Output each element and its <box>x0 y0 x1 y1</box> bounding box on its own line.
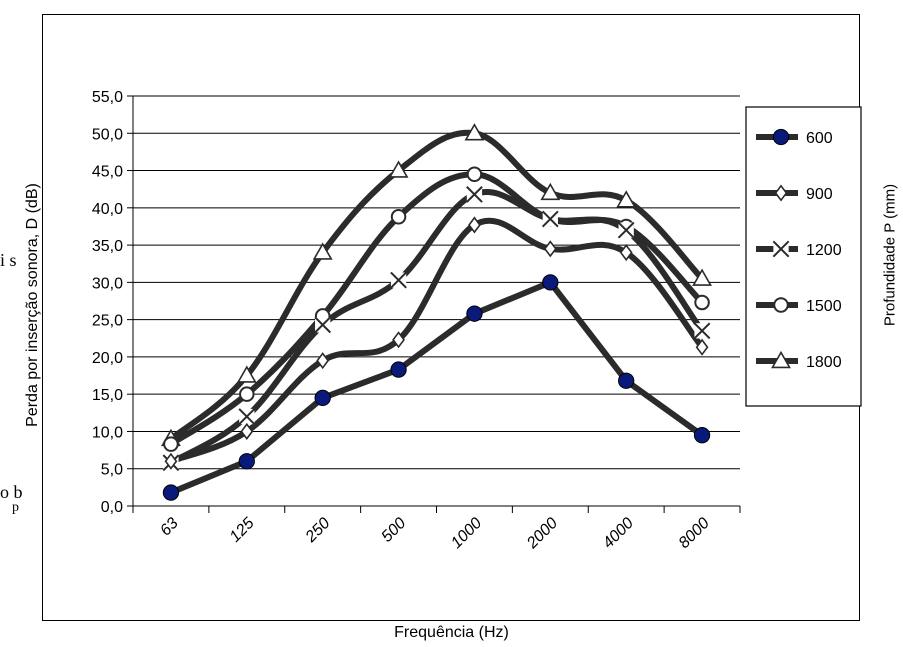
data-point <box>542 274 559 291</box>
data-point <box>540 182 561 201</box>
data-point <box>164 452 178 470</box>
legend-box <box>745 106 862 407</box>
data-point <box>692 268 712 286</box>
legend-label: 1800 <box>806 354 842 371</box>
y-tick-label: 5,0 <box>101 462 123 479</box>
y-tick-label: 0,0 <box>101 499 123 516</box>
data-point <box>390 361 407 378</box>
data-point <box>772 240 790 258</box>
y-tick-label: 45,0 <box>92 164 123 181</box>
data-point <box>466 305 483 322</box>
page-text-fragment: i s <box>0 250 17 270</box>
y-tick-label: 10,0 <box>92 424 123 441</box>
series-line-600 <box>167 279 706 496</box>
data-point <box>616 190 637 208</box>
x-tick-label: 125 <box>227 515 258 546</box>
data-point <box>541 210 559 228</box>
data-point <box>314 316 332 334</box>
legend-label: 900 <box>806 186 833 203</box>
x-tick-label: 1000 <box>448 515 485 552</box>
data-point <box>162 484 180 501</box>
x-tick-label: 4000 <box>600 515 637 552</box>
page-text-fragment: p <box>12 500 19 515</box>
data-point <box>238 408 256 425</box>
y-tick-label: 35,0 <box>92 238 123 255</box>
data-point <box>390 209 407 225</box>
series-line-1500 <box>167 171 706 448</box>
data-point <box>543 240 557 258</box>
data-point <box>772 128 790 146</box>
x-axis-label: Frequência (Hz) <box>394 624 509 641</box>
data-point <box>314 389 331 407</box>
data-point <box>468 216 481 234</box>
x-tick-label: 8000 <box>676 515 713 552</box>
data-point <box>617 221 635 239</box>
y-tick-label: 15,0 <box>92 387 123 404</box>
data-point <box>238 453 255 470</box>
y-tick-label: 55,0 <box>92 89 123 106</box>
x-tick-label: 250 <box>302 515 334 547</box>
data-point <box>239 386 255 402</box>
legend-label: 1500 <box>806 298 842 315</box>
data-point <box>693 427 711 444</box>
data-point <box>312 242 333 260</box>
data-point <box>466 186 483 203</box>
data-point <box>694 294 710 311</box>
y-tick-label: 30,0 <box>92 275 123 292</box>
secondary-axis-label: Profundidade P (mm) <box>881 183 899 327</box>
y-tick-label: 40,0 <box>92 201 123 218</box>
data-point <box>773 297 789 313</box>
legend-label: 1200 <box>806 242 842 259</box>
x-tick-label: 500 <box>378 515 409 546</box>
data-point <box>619 244 633 262</box>
data-point <box>695 338 709 356</box>
data-point <box>240 422 254 440</box>
data-point <box>163 436 179 452</box>
y-tick-label: 50,0 <box>92 126 123 143</box>
data-point <box>618 372 635 389</box>
y-axis-label: Perda por inserção sonora, D (dB) <box>24 183 41 427</box>
data-point <box>392 331 405 349</box>
y-tick-label: 20,0 <box>92 350 123 367</box>
data-point <box>693 322 711 340</box>
page-text-fragment: o b <box>0 482 23 502</box>
data-point <box>388 160 409 178</box>
x-tick-label: 63 <box>157 515 182 540</box>
y-tick-label: 25,0 <box>92 313 123 330</box>
series-line-1800 <box>167 129 706 442</box>
data-point <box>466 166 483 183</box>
data-point <box>316 352 330 370</box>
x-tick-label: 2000 <box>523 515 561 553</box>
data-point <box>236 365 257 383</box>
data-point <box>390 271 407 289</box>
data-point <box>774 184 788 202</box>
data-point <box>464 123 485 141</box>
legend-label: 600 <box>806 130 833 147</box>
data-point <box>771 350 791 369</box>
